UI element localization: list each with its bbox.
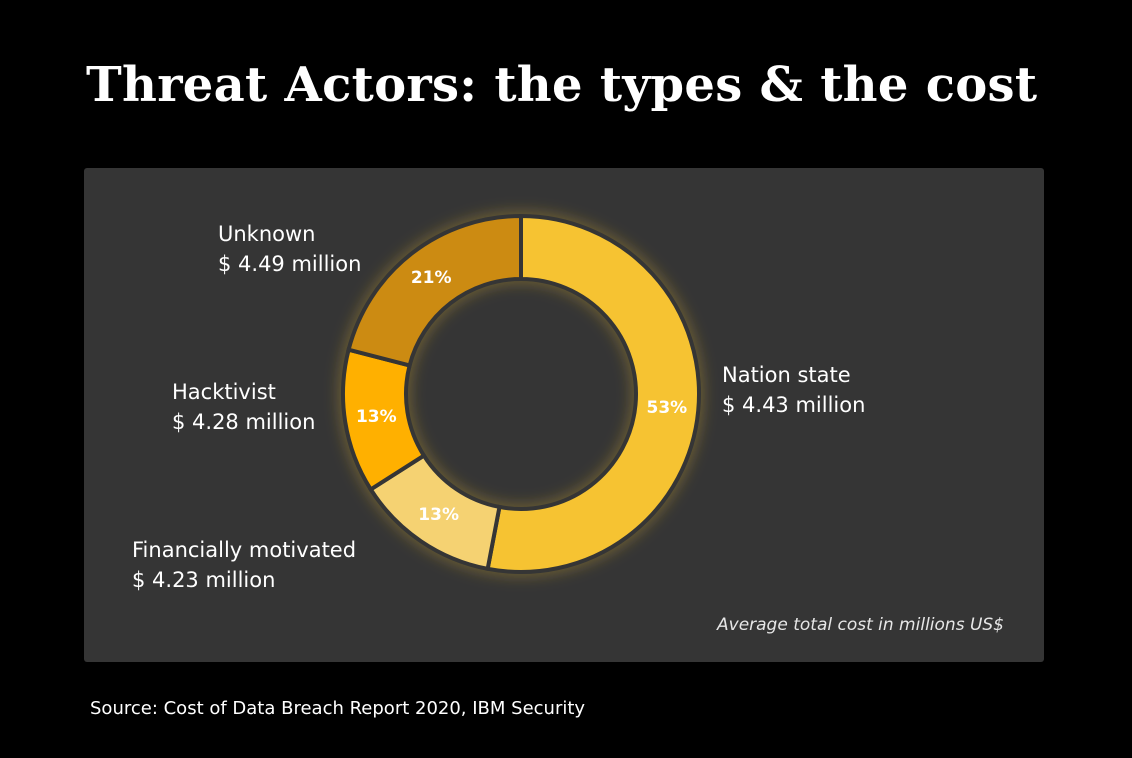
donut-percent-financially-motivated: 13%: [418, 505, 459, 525]
donut-slice-unknown: [346, 213, 523, 368]
donut-percent-hacktivist: 13%: [356, 407, 397, 427]
chart-note: Average total cost in millions US$: [717, 615, 1004, 635]
legend-cost-hacktivist: $ 4.28 million: [172, 410, 316, 434]
legend-name-hacktivist: Hacktivist: [172, 380, 276, 404]
legend-name-financially-motivated: Financially motivated: [132, 538, 357, 562]
legend-cost-financially-motivated: $ 4.23 million: [132, 568, 276, 592]
source-caption: Source: Cost of Data Breach Report 2020,…: [90, 698, 586, 719]
donut-percent-nation-state: 53%: [646, 398, 687, 418]
chart-title: Threat Actors: the types & the cost: [86, 57, 1038, 113]
donut-percent-labels: 53% 13% 13% 21%: [356, 268, 687, 525]
legend-name-unknown: Unknown: [218, 222, 316, 246]
legend-cost-nation-state: $ 4.43 million: [722, 393, 866, 417]
legend-name-nation-state: Nation state: [722, 363, 851, 387]
legend-label-nation-state: Nation state $ 4.43 million: [722, 360, 865, 420]
legend-label-hacktivist: Hacktivist $ 4.28 million: [172, 377, 315, 437]
legend-label-unknown: Unknown $ 4.49 million: [218, 219, 361, 279]
legend-label-financially-motivated: Financially motivated $ 4.23 million: [132, 535, 356, 595]
legend-cost-unknown: $ 4.49 million: [218, 252, 362, 276]
donut-percent-unknown: 21%: [411, 268, 452, 288]
donut-slices: [341, 213, 701, 574]
donut-slice-nation-state: [485, 213, 701, 574]
chart-panel: 53% 13% 13% 21% Nation state $ 4.43 million…: [84, 168, 1044, 662]
donut-chart: 53% 13% 13% 21%: [338, 211, 704, 577]
